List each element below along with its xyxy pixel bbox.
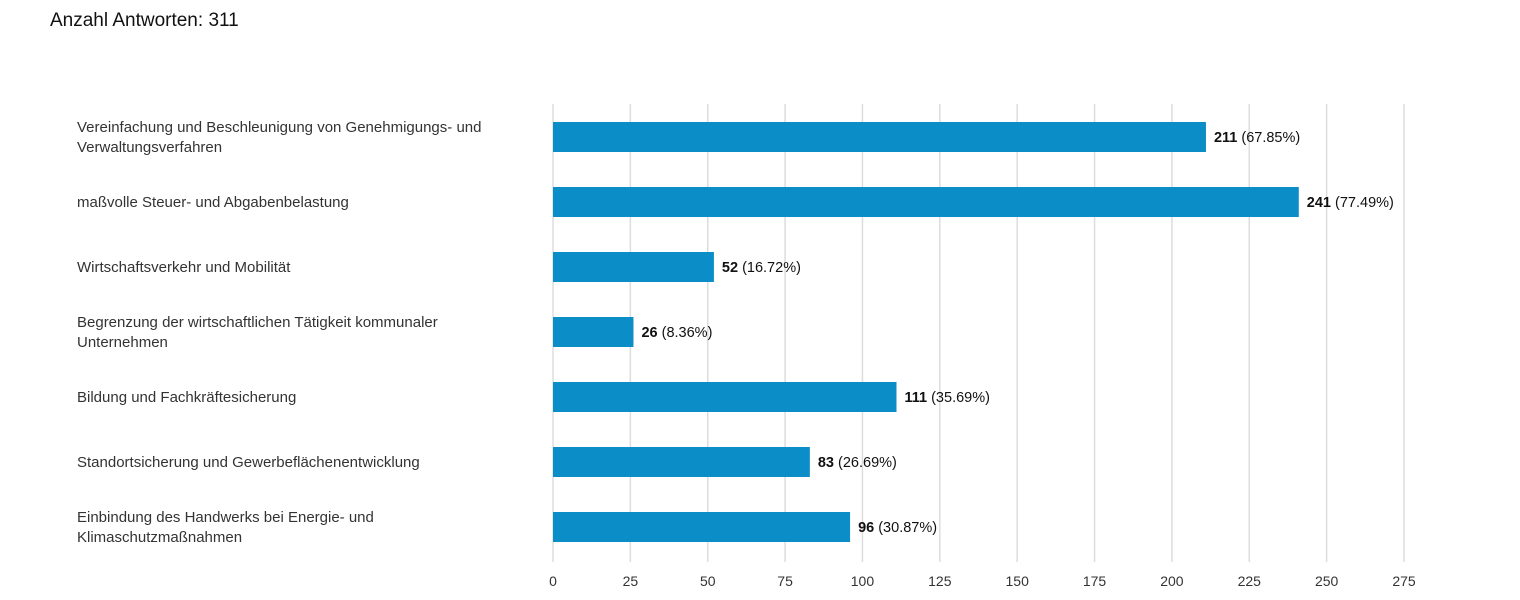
x-axis-ticks: 0 25 50 75 100 125 150 175 200 225 250 275 — [549, 573, 1416, 589]
x-tick-label: 75 — [777, 573, 793, 589]
bars — [553, 122, 1299, 542]
x-tick-label: 125 — [928, 573, 952, 589]
bar-value-label: 241 (77.49%) — [1307, 195, 1394, 211]
response-count-value: 311 — [208, 10, 239, 31]
category-label: Einbindung des Handwerks bei Energie- un… — [77, 509, 374, 546]
bar — [553, 317, 634, 347]
category-label: Standortsicherung und Gewerbeflächenentw… — [77, 454, 420, 471]
x-tick-label: 100 — [851, 573, 875, 589]
bar — [553, 447, 810, 477]
bar-value-label: 83 (26.69%) — [818, 455, 897, 471]
category-label: maßvolle Steuer- und Abgabenbelastung — [77, 194, 349, 211]
x-tick-label: 200 — [1160, 573, 1184, 589]
bar — [553, 122, 1206, 152]
response-count-label: Anzahl Antworten: — [50, 10, 204, 31]
category-label: Vereinfachung und Beschleunigung von Gen… — [77, 119, 481, 156]
grid-lines — [552, 104, 1405, 562]
response-count: Anzahl Antworten: 311 — [50, 10, 239, 32]
x-tick-label: 225 — [1238, 573, 1262, 589]
bar-value-label: 96 (30.87%) — [858, 520, 937, 536]
x-tick-label: 175 — [1083, 573, 1107, 589]
x-tick-label: 250 — [1315, 573, 1339, 589]
value-labels: 211 (67.85%) 241 (77.49%) 52 (16.72%) 26 (8… — [641, 130, 1393, 536]
category-label: Begrenzung der wirtschaftlichen Tätigkei… — [77, 314, 438, 351]
x-tick-label: 0 — [549, 573, 557, 589]
x-tick-label: 25 — [623, 573, 639, 589]
bar — [553, 252, 714, 282]
x-tick-label: 150 — [1006, 573, 1030, 589]
x-tick-label: 275 — [1392, 573, 1416, 589]
x-tick-label: 50 — [700, 573, 716, 589]
bar — [553, 512, 851, 542]
bar-value-label: 52 (16.72%) — [722, 260, 801, 276]
bar-value-label: 111 (35.69%) — [904, 390, 989, 406]
bar-value-label: 26 (8.36%) — [641, 325, 712, 341]
bar — [553, 382, 897, 412]
category-labels: Vereinfachung und Beschleunigung von Gen… — [77, 119, 481, 546]
category-label: Wirtschaftsverkehr und Mobilität — [77, 259, 291, 276]
bar — [553, 187, 1299, 217]
category-label: Bildung und Fachkräftesicherung — [77, 389, 296, 406]
bar-value-label: 211 (67.85%) — [1214, 130, 1300, 146]
